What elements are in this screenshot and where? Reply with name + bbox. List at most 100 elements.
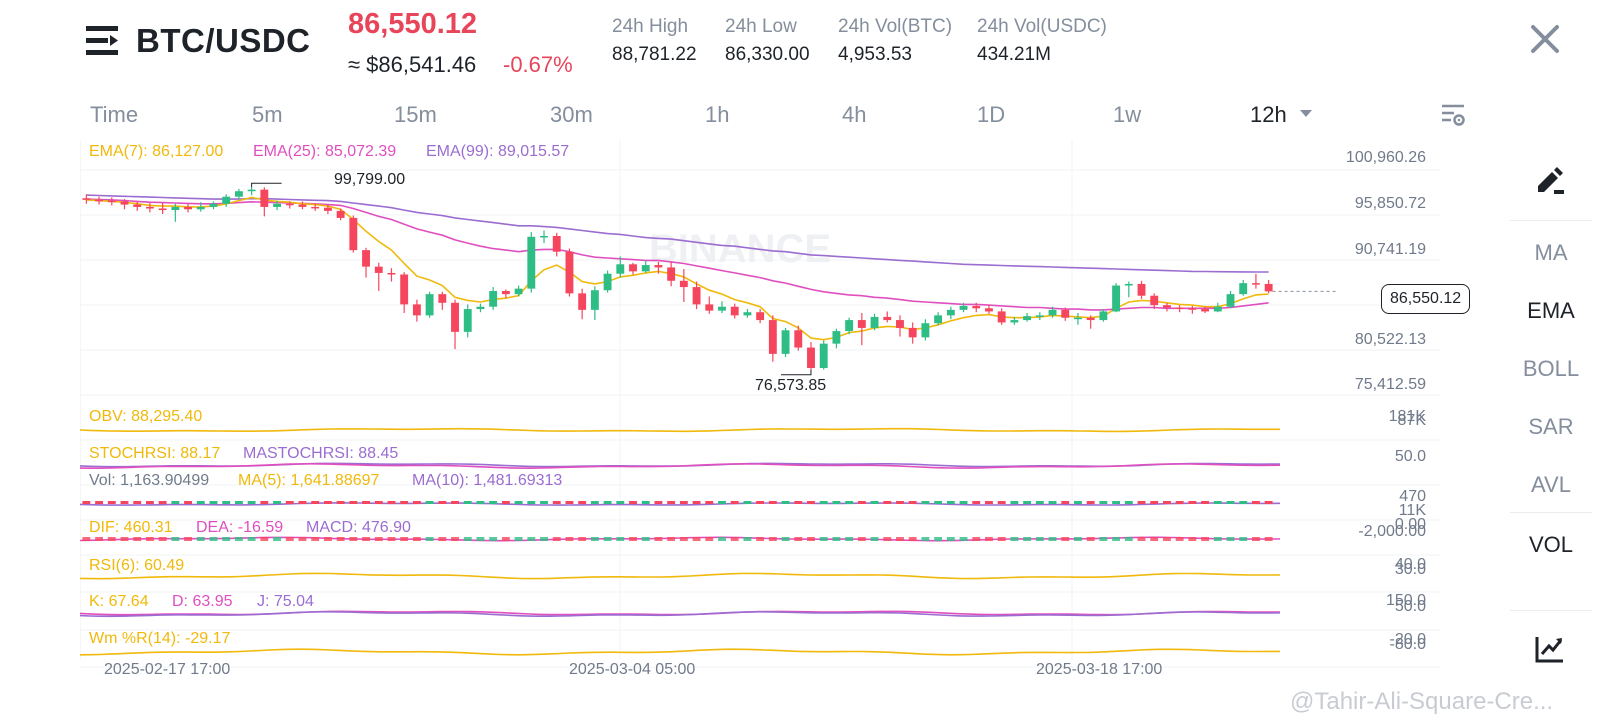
chevron-down-icon[interactable]: [1300, 110, 1312, 117]
tab-12h[interactable]: 12h: [1250, 102, 1287, 127]
last-price: 86,550.12: [348, 8, 478, 40]
macd-bar: [1188, 537, 1197, 541]
tab-5m[interactable]: 5m: [252, 102, 283, 127]
candle-body: [883, 316, 892, 321]
tool-boll[interactable]: BOLL: [1522, 356, 1580, 381]
price-markers: [251, 182, 1338, 376]
tab-1w[interactable]: 1w: [1113, 102, 1142, 127]
volume-bar: [807, 501, 815, 504]
macd-bar: [489, 537, 498, 541]
volume-bar: [184, 501, 192, 504]
candle-body: [158, 208, 167, 211]
close-icon[interactable]: [1528, 22, 1562, 56]
candle-body: [1175, 307, 1184, 309]
macd-bar: [1035, 537, 1044, 541]
macd-bar: [1112, 537, 1121, 541]
kdj-axis-label: 50.0: [1394, 598, 1426, 615]
ema25-line: [86, 198, 1269, 311]
macd-bar: [718, 537, 726, 541]
stat-24h-high-value: 88,781.22: [612, 44, 697, 65]
trading-pair-title[interactable]: BTC/USDC: [136, 22, 311, 59]
vol-ma10-label: MA(10): 1,481.69313: [412, 472, 563, 489]
candle-body: [654, 265, 663, 268]
macd-bar: [1010, 537, 1019, 541]
volume-bar: [247, 501, 256, 504]
candle-body: [260, 189, 269, 207]
volume-bar: [463, 501, 472, 504]
dea-label: DEA: -16.59: [196, 519, 284, 536]
stat-24h-vol-btc-value: 4,953.53: [838, 44, 912, 65]
tool-ema[interactable]: EMA: [1527, 298, 1575, 323]
draw-pen-icon[interactable]: [1534, 166, 1566, 196]
menu-icon[interactable]: [86, 24, 120, 56]
candle-body: [1124, 283, 1133, 286]
candle-body: [540, 236, 548, 238]
candle-body: [438, 294, 447, 303]
candle-body: [565, 251, 574, 294]
volume-bar: [946, 501, 955, 504]
candle-body: [527, 236, 536, 289]
candle-body: [400, 274, 409, 305]
macd-bar: [196, 537, 205, 541]
volume-bar: [959, 501, 968, 504]
macd-bar: [1074, 537, 1082, 541]
macd-bar: [959, 537, 968, 541]
macd-bar: [832, 537, 841, 541]
macd-bar: [120, 537, 129, 541]
macd-bar: [552, 537, 561, 541]
volume-bar: [412, 501, 421, 504]
chart-settings-icon[interactable]: [1440, 102, 1466, 128]
price-axis-label: 90,741.19: [1354, 241, 1426, 258]
macd-bar: [1061, 537, 1070, 541]
tab-time[interactable]: Time: [90, 102, 139, 127]
wr-axis-label: -80.0: [1389, 636, 1426, 653]
candle-body: [603, 273, 612, 291]
candle-body: [730, 306, 739, 316]
volume-bar: [870, 501, 879, 504]
volume-bar: [819, 501, 828, 504]
volume-bar: [133, 501, 142, 504]
tool-vol[interactable]: VOL: [1528, 532, 1574, 557]
macd-bar: [1086, 537, 1095, 541]
volume-bar: [234, 501, 243, 504]
volume-bar: [336, 501, 345, 504]
tab-4h[interactable]: 4h: [842, 102, 867, 127]
tool-sar[interactable]: SAR: [1528, 414, 1574, 439]
macd-bar: [323, 537, 332, 541]
candle-body: [1023, 316, 1032, 321]
candlestick-chart[interactable]: BINANCE: [80, 140, 1480, 700]
low-price-marker: 76,573.85: [755, 377, 827, 394]
macd-bar: [247, 537, 256, 541]
tool-ma[interactable]: MA: [1534, 240, 1568, 265]
chart-area[interactable]: BINANCE EMA(7): 86,127.00 EMA(25): 85,07…: [80, 140, 1480, 700]
macd-bar: [336, 537, 345, 541]
candle-body: [514, 288, 523, 295]
tab-15m[interactable]: 15m: [394, 102, 437, 127]
macd-bar: [590, 537, 599, 541]
candle-body: [336, 210, 345, 218]
candle-body: [908, 327, 917, 338]
volume-bar: [1023, 501, 1032, 504]
tool-avl[interactable]: AVL: [1531, 472, 1571, 497]
volume-bar: [997, 501, 1006, 504]
tab-1h[interactable]: 1h: [705, 102, 730, 127]
volume-bar: [514, 501, 523, 504]
vol-ma5-label: MA(5): 1,641.88697: [238, 472, 380, 489]
macd-bar: [870, 537, 879, 541]
volume-bar: [718, 501, 726, 504]
macd-bar: [692, 537, 701, 541]
candle-body: [1239, 283, 1248, 295]
macd-bar: [514, 537, 523, 541]
candle-body: [552, 236, 561, 252]
candle-body: [171, 206, 180, 211]
tab-30m[interactable]: 30m: [550, 102, 593, 127]
williams-r-label: Wm %R(14): -29.17: [89, 630, 231, 647]
mastochrsi-label: MASTOCHRSI: 88.45: [243, 445, 399, 462]
chart-trend-icon[interactable]: [1534, 634, 1566, 664]
macd-bar: [908, 537, 917, 541]
candle-body: [1099, 311, 1108, 321]
candle-body: [196, 206, 205, 210]
tab-1d[interactable]: 1D: [977, 102, 1006, 127]
volume-bar: [349, 501, 358, 504]
volume-bar: [1213, 501, 1222, 504]
